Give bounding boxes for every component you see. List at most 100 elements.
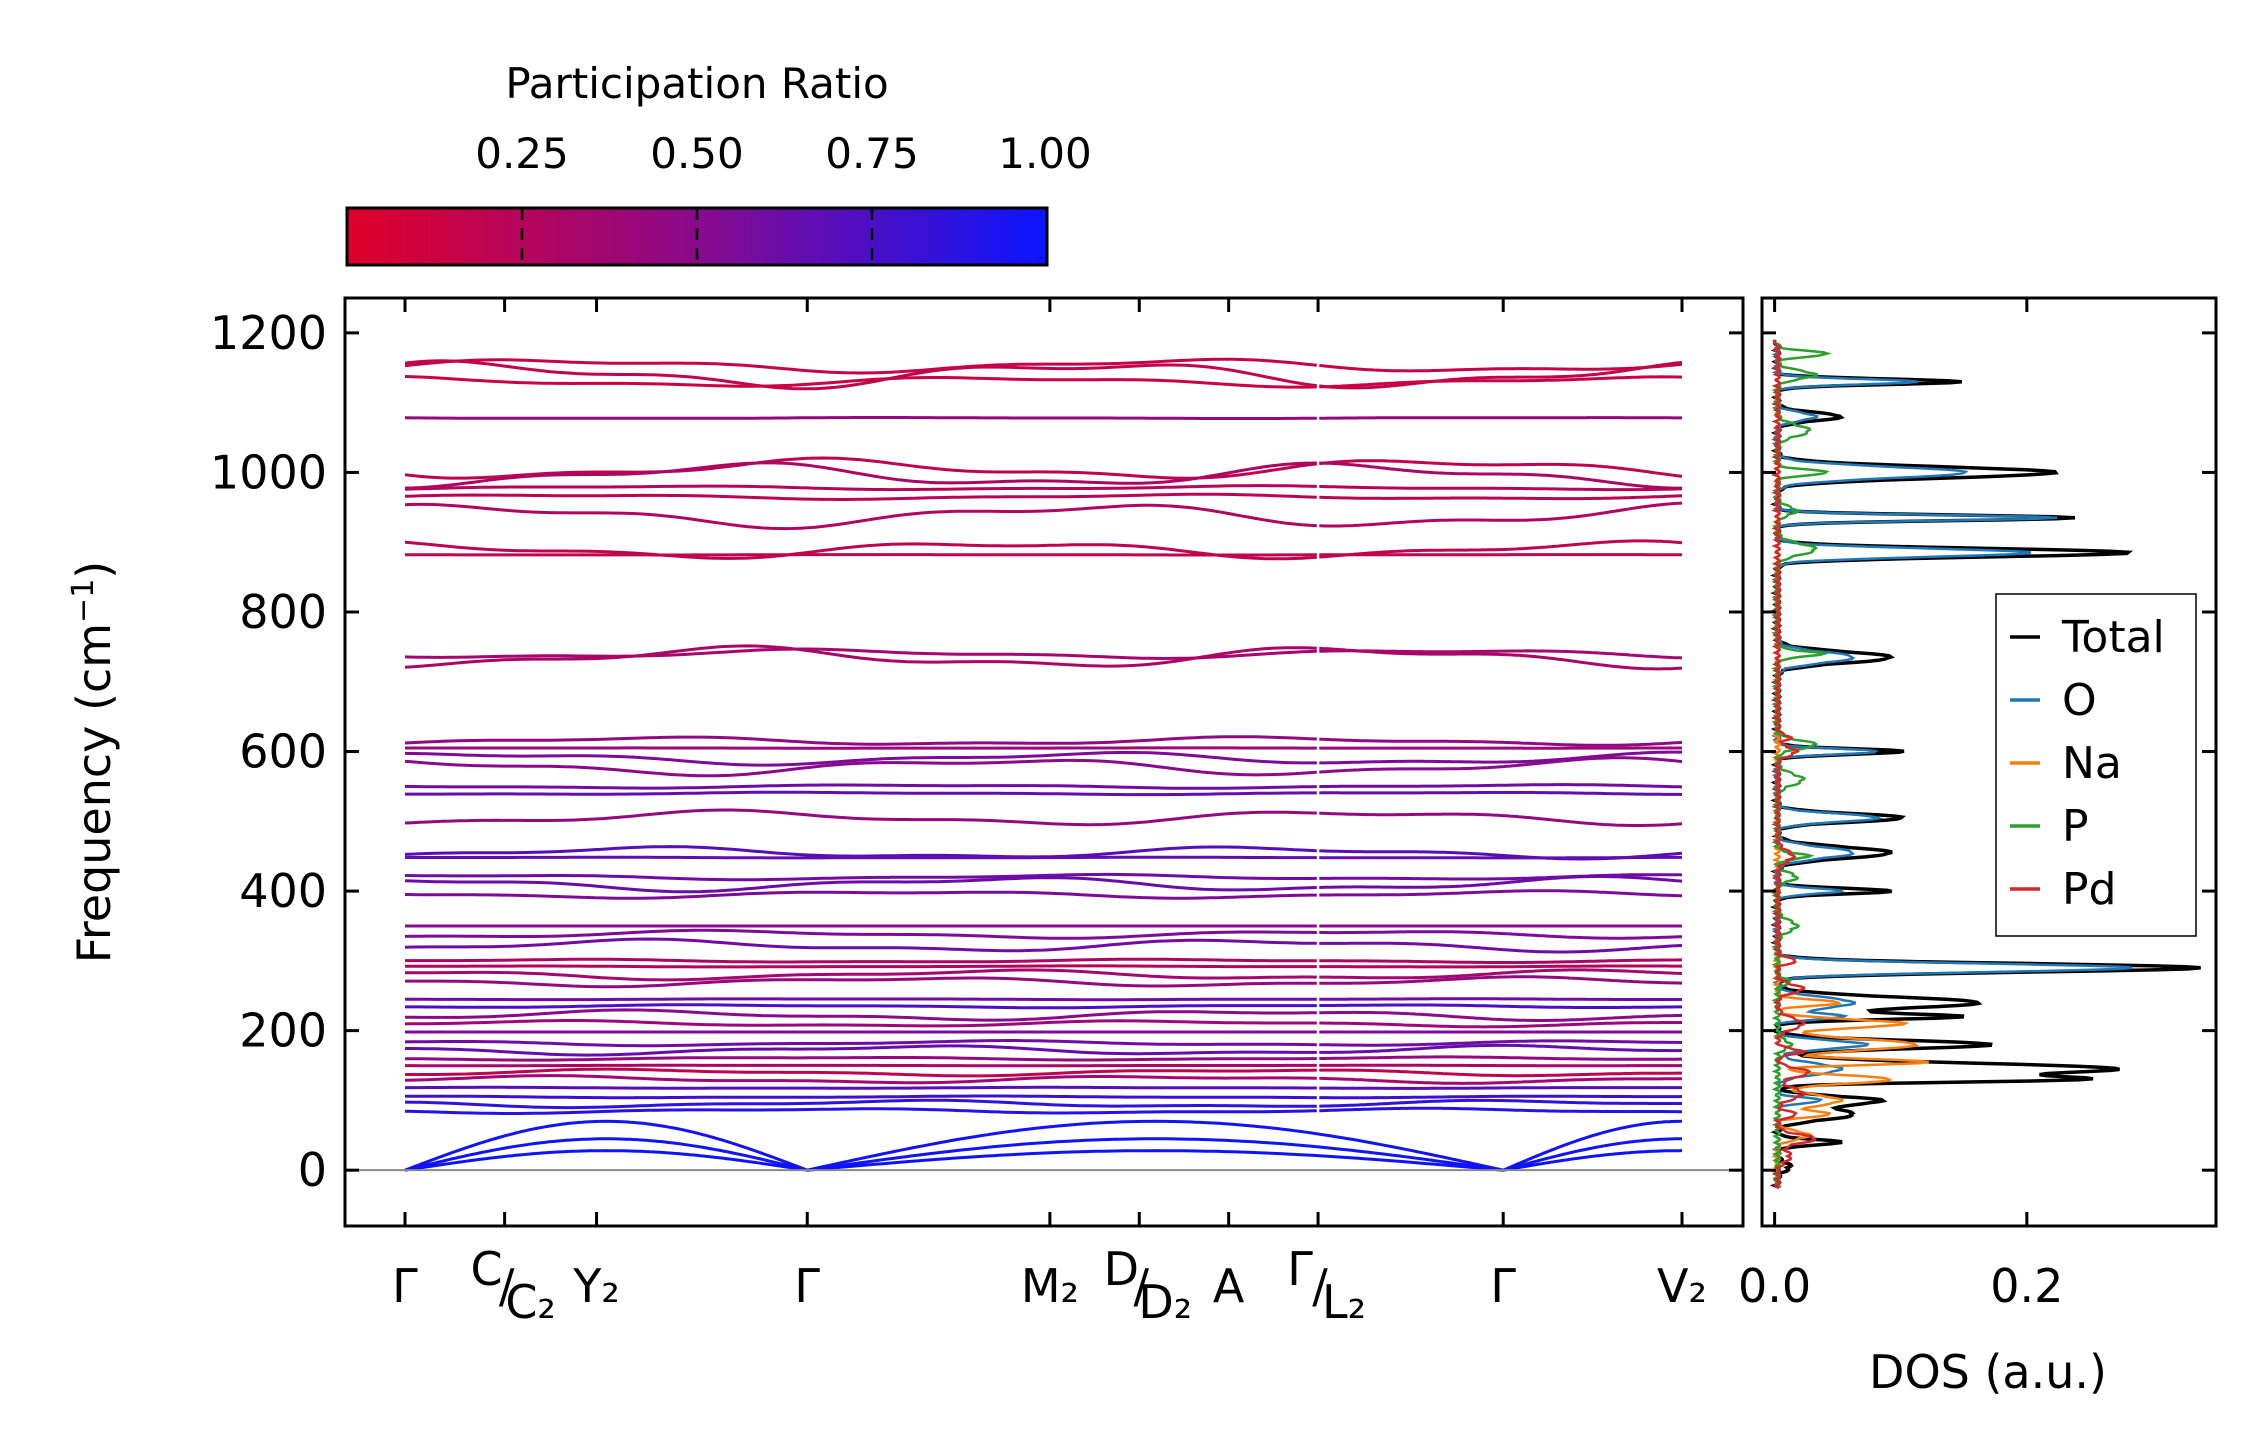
band-line <box>404 890 1317 900</box>
band-line <box>1319 750 1682 765</box>
band-line <box>405 976 1317 989</box>
band-line <box>1319 1094 1683 1100</box>
band-structure-panel: Frequency (cm−1) 0 200 400 600 800 1000 1200 Γ… <box>66 296 1745 1329</box>
band-line <box>1319 459 1683 478</box>
dos-lines <box>1769 339 2201 1190</box>
acoustic-branch <box>1502 1119 1682 1172</box>
band-line <box>1319 968 1683 980</box>
y-tick-label: 1000 <box>210 445 327 499</box>
band-line <box>1319 1043 1682 1054</box>
band-line <box>1319 756 1683 774</box>
band-line <box>1319 941 1683 954</box>
band-line <box>1319 646 1683 671</box>
band-line <box>1319 501 1683 528</box>
y-tick-label: 800 <box>239 585 327 639</box>
band-line <box>1319 484 1682 492</box>
band-line <box>1319 737 1683 747</box>
y-tick-label: 0 <box>298 1143 327 1197</box>
band-line <box>404 416 1317 420</box>
band-line <box>404 1074 1317 1085</box>
band-line <box>1319 461 1682 490</box>
band-line <box>405 1008 1317 1022</box>
band-line <box>405 1085 1317 1090</box>
colorbar-title: Participation Ratio <box>505 59 888 108</box>
band-line <box>1319 889 1683 898</box>
acoustic-branch <box>404 1119 808 1172</box>
band-line <box>1319 1039 1682 1047</box>
x-tick-label-slash: / <box>499 1259 515 1313</box>
dos-legend: Total O Na P Pd <box>1995 593 2197 937</box>
x-tick-label-bottom: L₂ <box>1322 1275 1366 1329</box>
legend-label-total: Total <box>2061 612 2165 663</box>
dos-x-ticks: 0.0 0.2 <box>1738 298 2063 1313</box>
band-line <box>1319 930 1683 940</box>
band-line <box>1319 811 1683 827</box>
legend-label-pd: Pd <box>2062 864 2116 915</box>
band-line <box>404 357 1317 375</box>
band-line <box>404 1019 1317 1028</box>
band-line <box>404 928 1317 940</box>
acoustic-branch <box>806 1119 1504 1172</box>
band-line <box>1319 375 1683 389</box>
band-line <box>404 647 1317 661</box>
colorbar-tick-label: 0.50 <box>650 129 744 178</box>
band-line <box>1319 1068 1682 1078</box>
band-line <box>1319 1098 1682 1108</box>
band-line <box>405 1067 1317 1078</box>
band-line <box>1319 494 1683 501</box>
x-tick-fraction-label: Γ/L₂ <box>1287 1242 1366 1329</box>
legend-label-o: O <box>2062 675 2097 726</box>
band-line <box>1319 1010 1683 1022</box>
x-tick-label: A <box>1213 1259 1245 1313</box>
band-line <box>404 937 1317 953</box>
band-line <box>404 808 1317 827</box>
x-tick-label-slash: / <box>1312 1259 1328 1313</box>
x-tick-label: Γ <box>392 1259 418 1313</box>
x-tick-label: V₂ <box>1657 1259 1707 1313</box>
band-line <box>404 872 1317 882</box>
legend-label-p: P <box>2062 801 2089 852</box>
dos-x-tick-label: 0.2 <box>1990 1259 2063 1313</box>
x-tick-label: M₂ <box>1021 1259 1079 1313</box>
band-line <box>405 1044 1317 1057</box>
band-axes-frame <box>343 296 1745 1228</box>
band-line <box>404 968 1317 982</box>
band-line <box>404 845 1317 859</box>
band-line <box>1319 1021 1682 1029</box>
dos-axes-frame <box>1760 296 2218 1228</box>
band-line <box>1319 1076 1682 1085</box>
y-tick-label: 200 <box>239 1004 327 1058</box>
y-axis-ticks: 0 200 400 600 800 1000 1200 <box>210 306 1743 1197</box>
band-line <box>1319 975 1683 985</box>
band-line <box>404 644 1317 669</box>
colorbar-ticks: 0.25 0.50 0.75 1.00 <box>475 129 1092 265</box>
band-line <box>404 502 1317 531</box>
band-line <box>1319 1003 1682 1009</box>
dos-line-pd <box>1771 339 1817 1189</box>
x-axis-high-symmetry-ticks: Γ C/C₂ Y₂ Γ M₂ D/D₂ A Γ/L₂ Γ V₂ <box>392 298 1707 1329</box>
x-tick-label: Γ <box>1490 1259 1516 1313</box>
band-line <box>404 461 1317 490</box>
band-line <box>405 1003 1317 1010</box>
band-line <box>1319 873 1683 881</box>
acoustic-branch <box>1502 1137 1682 1172</box>
band-lines <box>404 357 1683 1172</box>
dos-x-tick-label: 0.0 <box>1738 1259 1811 1313</box>
band-line <box>405 790 1317 797</box>
band-line <box>404 783 1317 790</box>
band-line <box>405 1063 1317 1068</box>
dos-y-ticks <box>1762 331 2216 1172</box>
acoustic-branch <box>404 1149 808 1172</box>
band-line <box>405 855 1317 860</box>
band-line <box>405 957 1317 964</box>
acoustic-branch <box>404 1137 808 1172</box>
x-tick-label-slash: / <box>1134 1259 1150 1313</box>
band-line <box>1319 783 1683 789</box>
band-line <box>404 492 1317 501</box>
colorbar-tick-label: 1.00 <box>998 129 1092 178</box>
x-tick-label: Y₂ <box>572 1259 620 1313</box>
dos-panel: 0.0 0.2 DOS (a.u.) Total O Na P Pd <box>1738 296 2218 1399</box>
band-line <box>405 964 1317 969</box>
band-line <box>404 540 1317 561</box>
